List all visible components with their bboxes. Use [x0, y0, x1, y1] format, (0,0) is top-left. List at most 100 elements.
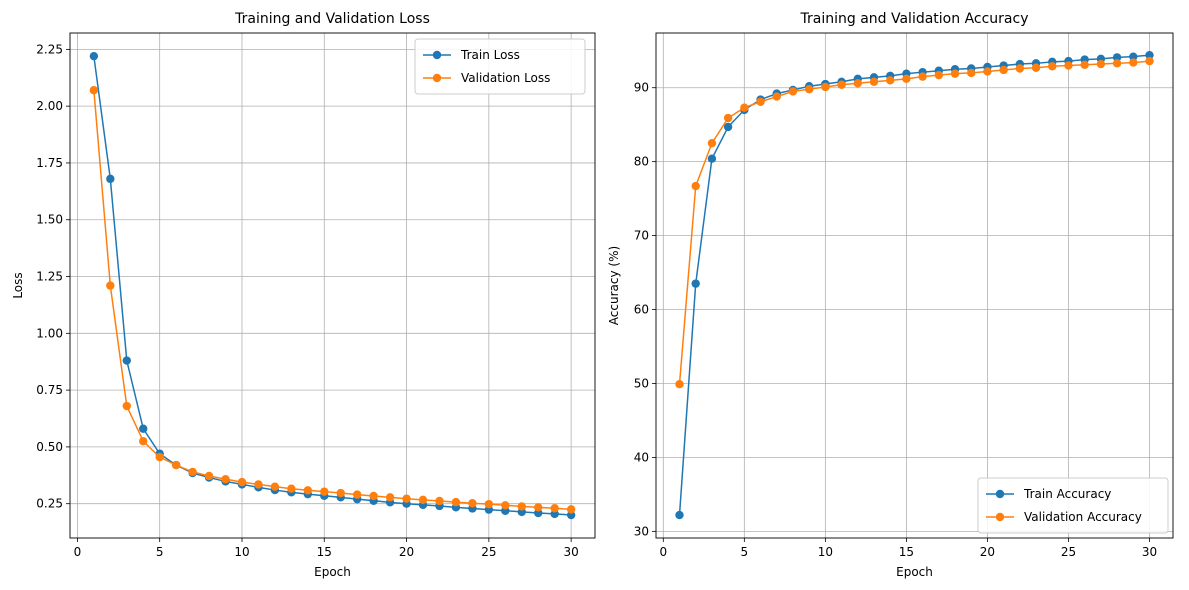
y-tick-label: 0.75 [36, 383, 63, 397]
data-point [1015, 64, 1025, 73]
data-point [369, 491, 378, 501]
legend-label: Train Loss [460, 48, 520, 62]
data-point [1145, 50, 1154, 60]
data-point [1096, 59, 1106, 69]
y-tick-label: 60 [634, 303, 649, 317]
data-point [691, 279, 700, 288]
data-point [788, 87, 798, 96]
data-point [484, 499, 494, 509]
y-axis-label: Accuracy (%) [607, 246, 621, 325]
y-tick-label: 1.50 [36, 213, 63, 227]
series-train-accuracy [675, 50, 1154, 520]
y-tick-label: 30 [634, 524, 649, 538]
data-point [1112, 59, 1122, 68]
y-tick-label: 1.75 [36, 156, 63, 170]
legend-label: Validation Loss [461, 71, 550, 85]
x-tick-label: 15 [317, 545, 332, 559]
data-point [451, 497, 461, 507]
x-tick-label: 20 [980, 545, 995, 559]
y-tick-label: 80 [634, 155, 649, 169]
data-point [1112, 53, 1122, 62]
data-point [254, 480, 263, 489]
data-point [352, 490, 362, 499]
chart-panel-1: 0 5 10 15 20 25 30 0.25 0.50 0.75 1.00 1.25 1.50 1.75… [11, 11, 596, 579]
x-axis-label: Epoch [896, 565, 933, 579]
data-point [171, 460, 181, 470]
data-point [89, 51, 99, 61]
y-tick-label: 0.25 [36, 497, 63, 511]
data-point [934, 70, 944, 80]
data-point [707, 138, 717, 148]
data-point [983, 67, 992, 76]
x-tick-label: 15 [899, 545, 914, 559]
data-point [221, 474, 230, 484]
data-point [566, 505, 576, 514]
data-point [918, 72, 927, 81]
x-tick-label: 0 [74, 545, 82, 559]
data-point [89, 86, 99, 95]
y-tick-label: 2.00 [36, 99, 63, 113]
data-point [1064, 61, 1073, 70]
legend-box [977, 477, 1169, 534]
data-point [950, 69, 960, 78]
y-tick-label: 40 [634, 450, 649, 464]
data-point [999, 65, 1008, 75]
grid [70, 33, 595, 538]
data-point [675, 510, 684, 520]
data-point [550, 504, 559, 513]
y-tick-label: 0.50 [36, 440, 63, 454]
data-point [320, 487, 329, 496]
legend-marker [432, 73, 442, 83]
data-point [418, 495, 428, 505]
data-point [723, 113, 733, 123]
series-train-loss [89, 51, 576, 520]
data-point [885, 76, 895, 85]
data-point [772, 92, 781, 101]
data-point [1129, 52, 1138, 61]
data-point [122, 356, 131, 365]
x-tick-label: 0 [659, 545, 667, 559]
chart-title: Training and Validation Accuracy [800, 11, 1029, 27]
data-point [707, 154, 717, 163]
legend-label: Validation Accuracy [1024, 510, 1142, 524]
data-point [106, 174, 115, 184]
x-tick-label: 30 [1142, 545, 1157, 559]
data-point [869, 77, 879, 86]
data-point [804, 84, 814, 94]
y-tick-label: 2.25 [36, 42, 63, 56]
data-point [723, 122, 733, 132]
x-tick-label: 10 [234, 545, 249, 559]
data-point [155, 452, 164, 462]
data-point [821, 82, 830, 92]
data-point [756, 97, 765, 106]
legend: Train Accuracy Validation Accuracy [977, 477, 1169, 534]
data-point [501, 501, 510, 510]
data-point [534, 503, 543, 512]
legend-box [414, 38, 586, 95]
data-point [188, 467, 197, 477]
series-line [93, 56, 572, 516]
data-point [204, 471, 214, 481]
data-point [385, 493, 395, 502]
data-point [1048, 62, 1057, 71]
legend-marker [432, 50, 442, 60]
data-point [1031, 63, 1041, 72]
data-point [402, 494, 411, 503]
series-line [678, 60, 1150, 385]
data-point [1129, 58, 1138, 67]
data-point [106, 281, 115, 290]
legend-marker [995, 512, 1005, 522]
x-tick-label: 5 [741, 545, 749, 559]
y-tick-label: 1.25 [36, 270, 63, 284]
x-tick-label: 20 [399, 545, 414, 559]
legend-label: Train Accuracy [1023, 487, 1111, 501]
data-point [303, 486, 313, 495]
y-tick-label: 1.00 [36, 326, 63, 340]
data-point [517, 502, 526, 511]
data-point [139, 424, 148, 433]
series-validation-loss [89, 86, 576, 514]
x-tick-label: 25 [481, 545, 496, 559]
data-point [967, 68, 976, 78]
y-tick-label: 50 [634, 376, 649, 390]
